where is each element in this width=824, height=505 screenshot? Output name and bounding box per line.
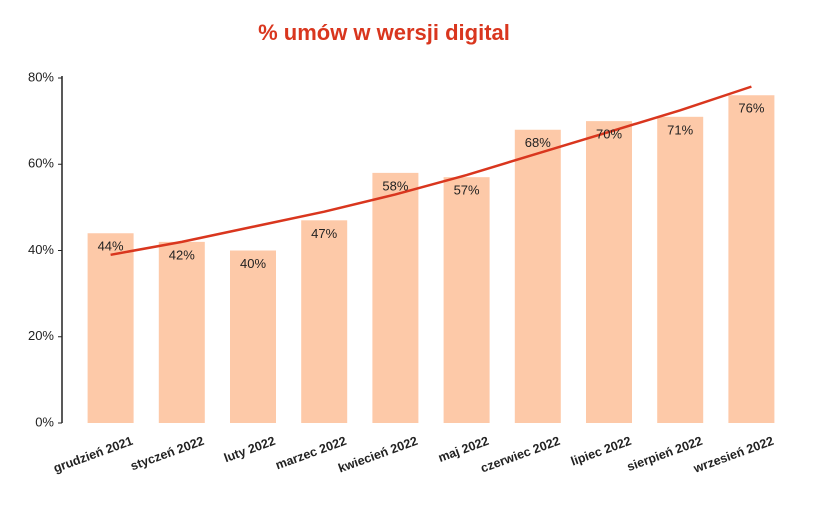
y-tick-label: 60% bbox=[28, 156, 54, 171]
value-label: 68% bbox=[525, 135, 551, 150]
value-label: 76% bbox=[738, 101, 764, 116]
y-tick-label: 0% bbox=[35, 414, 54, 429]
bar bbox=[443, 177, 490, 423]
value-label: 57% bbox=[454, 183, 480, 198]
value-label: 47% bbox=[311, 226, 337, 241]
value-label: 71% bbox=[667, 122, 693, 137]
x-tick-label: kwiecień 2022 bbox=[336, 434, 419, 476]
bar bbox=[514, 129, 561, 423]
bar bbox=[728, 95, 775, 423]
value-label: 40% bbox=[240, 256, 266, 271]
chart-title: % umów w wersji digital bbox=[258, 20, 510, 45]
x-tick-label: lipiec 2022 bbox=[569, 434, 633, 469]
bar bbox=[657, 116, 704, 423]
x-tick-label: sierpień 2022 bbox=[625, 434, 704, 474]
x-tick-label: styczeń 2022 bbox=[129, 434, 206, 474]
bar bbox=[158, 241, 205, 423]
bar bbox=[230, 250, 276, 423]
value-label: 70% bbox=[596, 127, 622, 142]
y-tick-label: 20% bbox=[28, 328, 54, 343]
y-tick-label: 80% bbox=[28, 69, 54, 84]
x-tick-label: luty 2022 bbox=[222, 434, 277, 465]
bar bbox=[87, 233, 134, 423]
x-tick-label: wrzesień 2022 bbox=[691, 434, 776, 476]
x-tick-label: grudzień 2021 bbox=[52, 434, 135, 476]
bar bbox=[372, 172, 419, 423]
value-label: 58% bbox=[382, 178, 408, 193]
y-tick-label: 40% bbox=[28, 242, 54, 257]
bar bbox=[301, 220, 348, 423]
value-label: 42% bbox=[169, 247, 195, 262]
x-tick-label: czerwiec 2022 bbox=[479, 434, 562, 476]
trend-line bbox=[110, 85, 752, 257]
value-label: 44% bbox=[98, 239, 124, 254]
bar bbox=[586, 121, 632, 423]
